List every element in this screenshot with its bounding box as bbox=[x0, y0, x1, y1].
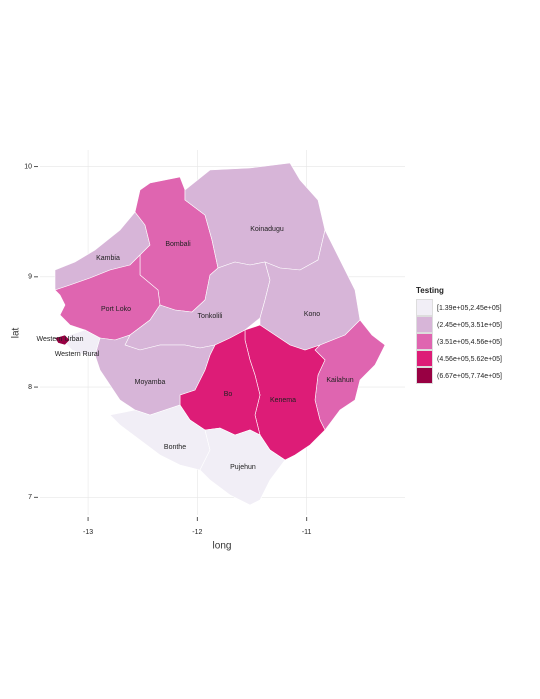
region-label: Kono bbox=[304, 311, 320, 318]
x-tick-label: -13 bbox=[83, 529, 93, 536]
region-labels: Kambia Bombali Koinadugu Port Loko Tonkolili… bbox=[37, 226, 354, 471]
region-label: Bombali bbox=[165, 241, 191, 248]
y-axis-label: lat bbox=[11, 327, 22, 338]
legend-swatch bbox=[417, 300, 432, 315]
legend-label: (6.67e+05,7.74e+05] bbox=[437, 373, 502, 380]
legend-label: [1.39e+05,2.45e+05] bbox=[437, 305, 502, 312]
y-tick-label: 7 bbox=[28, 494, 32, 501]
y-tick-label: 9 bbox=[28, 274, 32, 281]
region-label: Pujehun bbox=[230, 464, 256, 471]
region-label: Tonkolili bbox=[198, 313, 223, 320]
region-label: Bonthe bbox=[164, 444, 186, 451]
region-label: Kailahun bbox=[326, 377, 353, 384]
legend-label: (4.56e+05,5.62e+05] bbox=[437, 356, 502, 363]
y-tick-label: 10 bbox=[24, 163, 32, 170]
legend-swatch bbox=[417, 351, 432, 366]
region bbox=[54, 334, 71, 346]
legend-title: Testing bbox=[416, 286, 444, 295]
legend-swatch bbox=[417, 334, 432, 349]
region-label: Bo bbox=[224, 391, 233, 398]
legend: Testing [1.39e+05,2.45e+05] (2.45e+05,3.51… bbox=[416, 286, 502, 384]
legend-label: (3.51e+05,4.56e+05] bbox=[437, 339, 502, 346]
legend-swatch bbox=[417, 368, 432, 383]
legend-swatch bbox=[417, 317, 432, 332]
region bbox=[94, 334, 216, 416]
region-label: Port Loko bbox=[101, 306, 131, 313]
region-label: Moyamba bbox=[135, 379, 166, 386]
region-label: Western Urban bbox=[37, 336, 84, 343]
x-tick-label: -11 bbox=[302, 529, 312, 536]
region-label: Koinadugu bbox=[250, 226, 284, 233]
legend-label: (2.45e+05,3.51e+05] bbox=[437, 322, 502, 329]
region bbox=[199, 427, 286, 506]
region-label: Kambia bbox=[96, 255, 120, 262]
y-tick-label: 8 bbox=[28, 384, 32, 391]
x-tick-label: -12 bbox=[192, 529, 202, 536]
region bbox=[61, 329, 101, 356]
region-label: Kenema bbox=[270, 397, 296, 404]
map bbox=[54, 162, 386, 506]
x-axis-label: long bbox=[213, 541, 232, 552]
region-label: Western Rural bbox=[55, 351, 100, 358]
